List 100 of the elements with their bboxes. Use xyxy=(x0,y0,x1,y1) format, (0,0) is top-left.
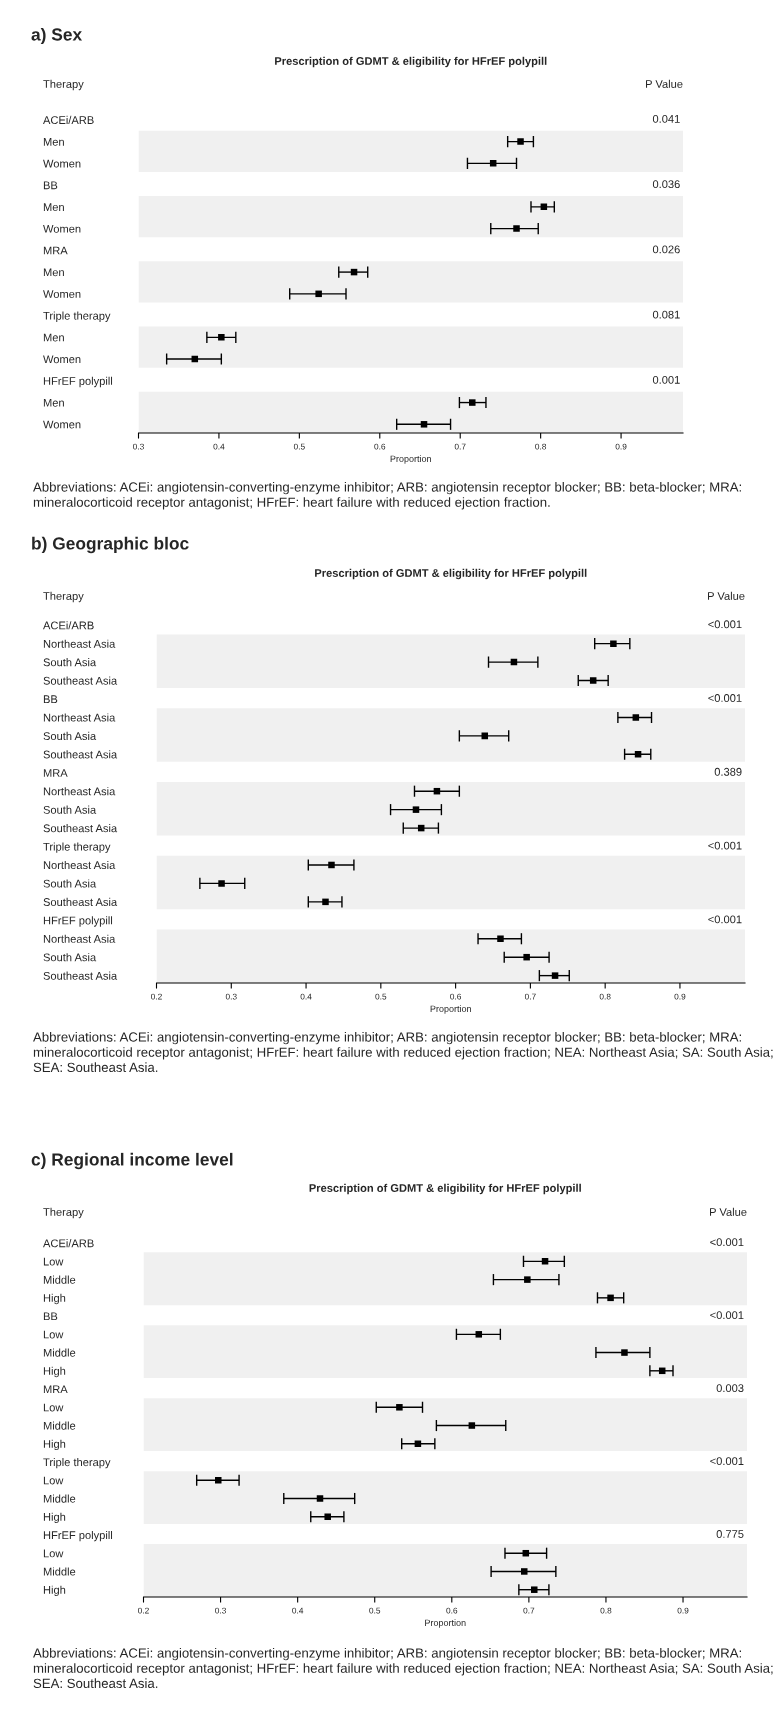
y-tick-label: High xyxy=(43,1293,66,1305)
point xyxy=(315,290,322,298)
point xyxy=(420,421,428,428)
y-tick-label: Northeast Asia xyxy=(43,787,116,796)
x-tick-label: 0.3 xyxy=(225,993,237,1000)
y-tick-label: Middle xyxy=(43,1421,76,1430)
y-tick-label: BB xyxy=(43,695,58,704)
annotation: 0.036 xyxy=(652,180,680,189)
y-tick-label: High xyxy=(43,1585,66,1597)
text: P Value xyxy=(646,79,683,88)
y-tick-label: Low xyxy=(43,1257,64,1266)
annotation: 0.001 xyxy=(652,375,680,384)
text: P Value xyxy=(708,591,745,600)
point xyxy=(316,1495,324,1502)
y-tick-label: High xyxy=(43,1439,66,1451)
y-tick-label: Men xyxy=(43,138,64,146)
point xyxy=(215,1476,222,1484)
x-tick-label: 0.3 xyxy=(215,1607,226,1614)
chart-subtitle: Prescription of GDMT & eligibility for HFrEF polypill xyxy=(315,568,587,580)
point xyxy=(517,138,524,145)
chart-subtitle: Prescription of GDMT & eligibility for HFrEF polypill xyxy=(309,1183,581,1195)
annotation: <0.001 xyxy=(708,620,742,629)
y-tick-label: ACEi/ARB xyxy=(43,115,94,125)
y-tick-label: Women xyxy=(43,355,81,364)
annotation: 0.775 xyxy=(716,1530,744,1538)
point xyxy=(551,972,559,979)
y-tick-label: BB xyxy=(43,181,58,190)
y-tick-label: South Asia xyxy=(43,953,97,962)
point xyxy=(524,1276,531,1283)
y-tick-label: ACEi/ARB xyxy=(43,621,94,630)
y-tick-label: HFrEF polypill xyxy=(43,376,113,388)
y-tick-label: Low xyxy=(43,1330,64,1339)
point xyxy=(475,1331,483,1338)
annotation: 0.389 xyxy=(714,767,742,776)
y-tick-label: South Asia xyxy=(43,731,97,741)
x-tick-label: 0.9 xyxy=(615,443,627,450)
point xyxy=(218,334,225,341)
y-tick-label: Men xyxy=(43,398,64,407)
text: Therapy xyxy=(43,79,84,91)
y-tick-label: Middle xyxy=(43,1494,76,1503)
annotation: 0.041 xyxy=(652,114,680,123)
x-tick-label: 0.6 xyxy=(446,1607,458,1614)
text: Abbreviations: ACEi: angiotensin-converting-enzyme inhibitor; ARB: angiotensin receptor blocker; BB: beta-blocker; MRA: mineralocorticoid receptor antagonist; HFrEF: heart failure with reduced ejection fraction; NEA: Northeast Asia; SA: South Asia; SEA: Southeast Asia. xyxy=(33,1032,773,1073)
annotation: <0.001 xyxy=(708,841,742,850)
x-tick-label: 0.2 xyxy=(151,993,162,1000)
x-tick-label: 0.6 xyxy=(374,443,386,450)
y-tick-label: Southeast Asia xyxy=(43,971,118,980)
y-tick-label: BB xyxy=(43,1312,58,1321)
y-tick-label: Southeast Asia xyxy=(43,897,118,906)
y-tick-label: MRA xyxy=(43,769,68,777)
point xyxy=(322,898,329,906)
y-tick-label: HFrEF polypill xyxy=(43,916,113,927)
y-tick-label: Southeast Asia xyxy=(43,750,118,759)
point xyxy=(523,953,530,961)
x-tick-label: 0.9 xyxy=(674,993,686,1000)
x-tick-label: 0.6 xyxy=(450,993,462,1000)
x-tick-label: 0.5 xyxy=(375,993,387,1000)
y-tick-label: Northeast Asia xyxy=(43,639,116,648)
y-tick-label: HFrEF polypill xyxy=(43,1530,113,1542)
point xyxy=(607,1294,614,1302)
x-tick-label: 0.4 xyxy=(300,993,312,1000)
x-tick-label: 0.8 xyxy=(535,443,547,450)
point xyxy=(634,751,642,758)
x-tick-label: 0.5 xyxy=(293,443,305,450)
x-axis-title: Proportion xyxy=(425,1619,466,1628)
point xyxy=(469,399,476,406)
y-tick-label: MRA xyxy=(43,246,68,255)
x-tick-label: 0.5 xyxy=(369,1607,381,1614)
x-axis-title: Proportion xyxy=(390,455,431,464)
chart-title: c) Regional income level xyxy=(31,1152,233,1170)
y-tick-label: South Asia xyxy=(43,805,97,814)
text: Abbreviations: ACEi: angiotensin-converting-enzyme inhibitor; ARB: angiotensin receptor blocker; BB: beta-blocker; MRA: mineralocorticoid receptor antagonist; HFrEF: heart failure with reduced ejection fraction; NEA: Northeast Asia; SA: South Asia; SEA: Southeast Asia. xyxy=(33,1648,773,1689)
point xyxy=(489,160,497,167)
y-tick-label: South Asia xyxy=(43,879,97,888)
y-tick-label: ACEi/ARB xyxy=(43,1239,94,1248)
point xyxy=(541,1258,549,1265)
y-tick-label: South Asia xyxy=(43,658,97,667)
point xyxy=(497,935,504,942)
chart-title: b) Geographic bloc xyxy=(32,536,189,554)
point xyxy=(513,225,520,232)
y-tick-label: Low xyxy=(43,1476,64,1485)
text: Therapy xyxy=(43,591,84,603)
annotation: <0.001 xyxy=(710,1457,744,1465)
y-tick-label: Middle xyxy=(43,1348,76,1357)
y-tick-label: Southeast Asia xyxy=(43,676,118,685)
y-tick-label: Low xyxy=(43,1549,64,1558)
y-tick-label: Middle xyxy=(43,1567,76,1576)
point xyxy=(396,1404,403,1411)
x-tick-label: 0.2 xyxy=(138,1607,149,1614)
y-tick-label: Northeast Asia xyxy=(43,713,116,722)
y-tick-label: Southeast Asia xyxy=(43,824,118,833)
y-tick-label: Women xyxy=(43,159,81,168)
x-tick-label: 0.4 xyxy=(213,443,225,450)
point xyxy=(468,1422,476,1429)
annotation: <0.001 xyxy=(710,1238,744,1247)
point xyxy=(412,806,420,813)
point xyxy=(324,1513,331,1520)
y-tick-label: Women xyxy=(43,224,81,233)
x-tick-label: 0.3 xyxy=(133,443,144,450)
annotation: <0.001 xyxy=(708,694,742,702)
